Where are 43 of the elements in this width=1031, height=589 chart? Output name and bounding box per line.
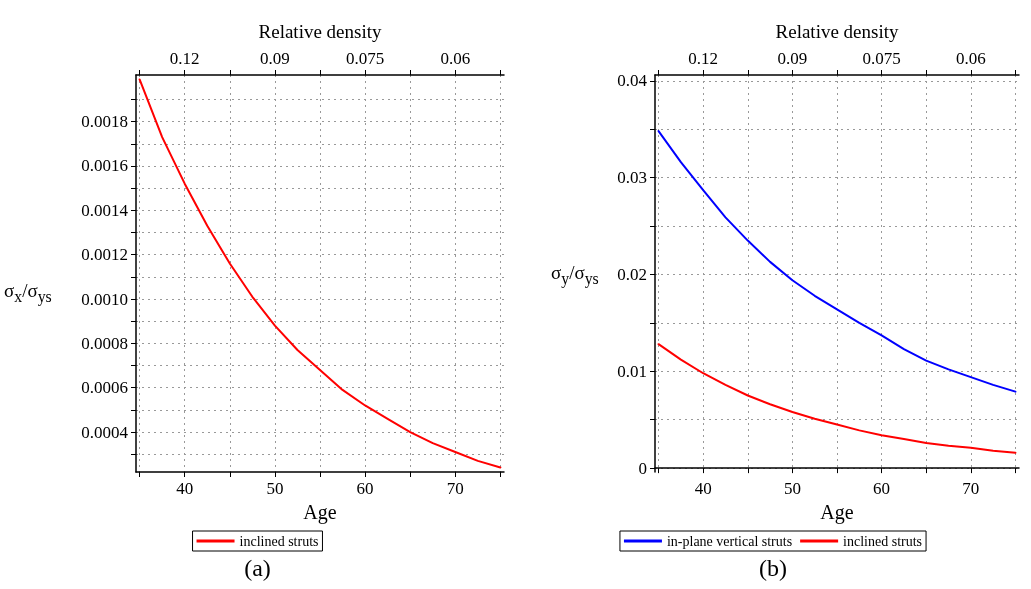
x-tick-label: 60	[873, 479, 891, 498]
x-tick-label: 50	[783, 479, 801, 498]
legend-label: inclined struts	[843, 533, 923, 549]
annotation: 0.09	[777, 49, 808, 68]
y-tick-label: 0.0004	[81, 422, 129, 442]
y-tick-label: 0.01	[617, 361, 647, 381]
x-tick-label: 40	[694, 479, 712, 498]
y-axis-title: σ$_{x}$/σ$_{ys}$	[4, 280, 52, 306]
x-tick-label: 50	[266, 479, 284, 498]
y-tick-label: 0.0006	[81, 378, 128, 398]
legend-label: in-plane vertical struts	[666, 533, 793, 549]
y-tick-label: 0	[638, 458, 647, 478]
legend-label: inclined struts	[239, 533, 319, 549]
x-tick-label: 40	[176, 479, 194, 498]
y-tick-label: 0.04	[617, 71, 648, 91]
x-axis-title: Age	[303, 500, 337, 524]
y-tick-label: 0.0018	[81, 112, 128, 132]
y-tick-label: 0.0014	[81, 200, 129, 220]
annotation: 0.06	[440, 49, 471, 68]
y-tick-label: 0.02	[617, 264, 647, 284]
line-series	[657, 130, 1017, 393]
annotation: 0.12	[169, 49, 200, 68]
annotation: 0.075	[862, 49, 901, 68]
annotation: 0.06	[955, 49, 986, 68]
y-tick-label: 0.0008	[81, 333, 128, 353]
y-tick-label: 0.0016	[81, 156, 128, 176]
text: (b)	[758, 555, 788, 582]
text: (a)	[243, 555, 272, 582]
y-axis-title: σ$_{y}$/σ$_{ys}$	[551, 262, 599, 288]
line-series	[657, 343, 1017, 454]
y-tick-label: 0.0010	[81, 289, 128, 309]
x2-axis-title: Relative density	[775, 21, 899, 42]
y-tick-label: 0.03	[617, 168, 647, 188]
x-tick-label: 60	[356, 479, 374, 498]
annotation: 0.12	[688, 49, 719, 68]
y-tick-label: 0.0012	[81, 245, 128, 265]
line-series	[138, 78, 502, 469]
x-axis-title: Age	[820, 500, 854, 524]
x-tick-label: 70	[446, 479, 464, 498]
x-tick-label: 70	[962, 479, 980, 498]
x2-axis-title: Relative density	[258, 21, 382, 42]
annotation: 0.09	[260, 49, 290, 68]
annotation: 0.075	[345, 49, 385, 68]
